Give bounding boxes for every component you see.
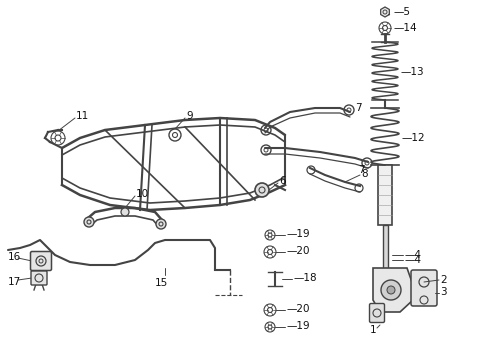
- Text: 7: 7: [355, 103, 362, 113]
- Text: 7: 7: [358, 165, 365, 175]
- Text: —18: —18: [293, 273, 317, 283]
- Text: —14: —14: [393, 23, 416, 33]
- Text: 17: 17: [8, 277, 21, 287]
- Text: —4: —4: [404, 255, 421, 265]
- Text: 2: 2: [440, 275, 446, 285]
- Text: 8: 8: [361, 169, 368, 179]
- Circle shape: [121, 208, 129, 216]
- Polygon shape: [373, 268, 413, 312]
- Text: —19: —19: [286, 229, 310, 239]
- Text: —12: —12: [401, 133, 425, 143]
- Text: 3: 3: [440, 287, 446, 297]
- Text: 11: 11: [76, 111, 89, 121]
- Text: —5: —5: [393, 7, 410, 17]
- Text: 15: 15: [155, 278, 168, 288]
- FancyBboxPatch shape: [369, 303, 385, 323]
- FancyBboxPatch shape: [383, 225, 388, 280]
- Circle shape: [255, 183, 269, 197]
- Circle shape: [387, 286, 395, 294]
- Circle shape: [381, 280, 401, 300]
- Text: —20: —20: [286, 246, 310, 256]
- Text: 6: 6: [279, 176, 286, 186]
- Text: 1: 1: [369, 325, 376, 335]
- Circle shape: [156, 219, 166, 229]
- Text: 16: 16: [8, 252, 21, 262]
- Text: 9: 9: [186, 111, 193, 121]
- FancyBboxPatch shape: [378, 165, 392, 225]
- Circle shape: [84, 217, 94, 227]
- Text: —19: —19: [286, 321, 310, 331]
- FancyBboxPatch shape: [30, 252, 51, 270]
- Text: —13: —13: [400, 67, 424, 77]
- Polygon shape: [381, 7, 390, 17]
- Text: 10: 10: [136, 189, 149, 199]
- FancyBboxPatch shape: [31, 271, 47, 285]
- FancyBboxPatch shape: [411, 270, 437, 306]
- Text: —4: —4: [404, 250, 421, 260]
- Text: —20: —20: [286, 304, 310, 314]
